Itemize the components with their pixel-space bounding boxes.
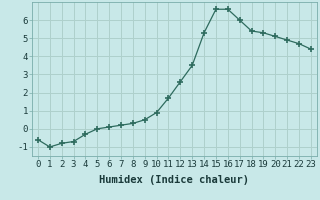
X-axis label: Humidex (Indice chaleur): Humidex (Indice chaleur)	[100, 175, 249, 185]
